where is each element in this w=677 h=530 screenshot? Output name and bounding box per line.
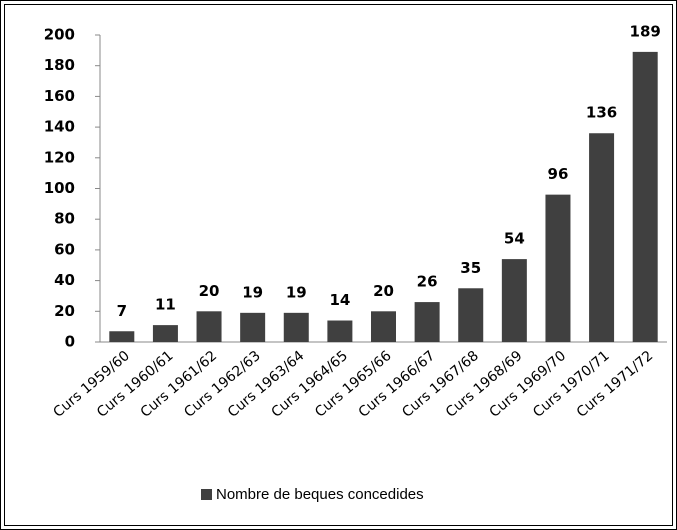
x-tick-label: Curs 1968/69 — [443, 348, 526, 421]
value-label: 189 — [630, 22, 661, 40]
y-tick-label: 40 — [54, 271, 75, 289]
y-tick-label: 180 — [44, 56, 75, 74]
bar — [458, 288, 484, 342]
x-tick-label: Curs 1963/64 — [225, 348, 308, 421]
value-label: 54 — [504, 230, 525, 248]
value-label: 20 — [199, 282, 220, 300]
y-tick-label: 160 — [44, 87, 75, 105]
value-label: 20 — [373, 282, 394, 300]
y-tick-label: 100 — [44, 179, 75, 197]
x-tick-label: Curs 1964/65 — [268, 348, 351, 421]
x-tick-label: Curs 1967/68 — [399, 348, 482, 421]
x-tick-label: Curs 1962/63 — [181, 348, 264, 421]
bar — [109, 331, 135, 342]
x-tick-label: Curs 1970/71 — [530, 348, 613, 421]
value-label: 19 — [286, 283, 307, 301]
bar — [589, 133, 615, 342]
value-label: 11 — [155, 296, 176, 314]
y-tick-label: 120 — [44, 148, 75, 166]
value-label: 7 — [117, 302, 127, 320]
bar — [327, 320, 353, 342]
bar — [501, 259, 527, 342]
y-tick-label: 140 — [44, 118, 75, 136]
x-tick-label: Curs 1960/61 — [94, 348, 177, 421]
y-tick-label: 60 — [54, 240, 75, 258]
bar — [414, 302, 440, 342]
value-label: 26 — [417, 273, 438, 291]
y-tick-label: 80 — [54, 210, 75, 228]
y-tick-label: 200 — [44, 26, 75, 44]
value-label: 136 — [586, 104, 617, 122]
bar — [283, 312, 309, 342]
bar — [545, 194, 571, 342]
x-tick-label: Curs 1965/66 — [312, 348, 395, 421]
value-label: 19 — [242, 283, 263, 301]
y-tick-label: 0 — [65, 333, 75, 351]
value-label: 14 — [329, 291, 350, 309]
legend-label: Nombre de beques concedides — [216, 486, 424, 503]
y-tick-label: 20 — [54, 302, 75, 320]
x-tick-label: Curs 1971/72 — [574, 348, 657, 421]
x-tick-label: Curs 1966/67 — [356, 348, 439, 421]
bar — [632, 51, 658, 342]
value-label: 96 — [548, 165, 569, 183]
legend-swatch — [201, 489, 212, 500]
frame-inner — [4, 4, 673, 526]
bar — [371, 311, 396, 342]
bar — [240, 312, 266, 342]
value-label: 35 — [460, 259, 481, 277]
x-tick-label: Curs 1961/62 — [138, 348, 221, 421]
x-tick-label: Curs 1959/60 — [50, 348, 133, 421]
bar — [196, 311, 222, 342]
bar — [152, 325, 178, 342]
x-tick-label: Curs 1969/70 — [487, 348, 570, 421]
